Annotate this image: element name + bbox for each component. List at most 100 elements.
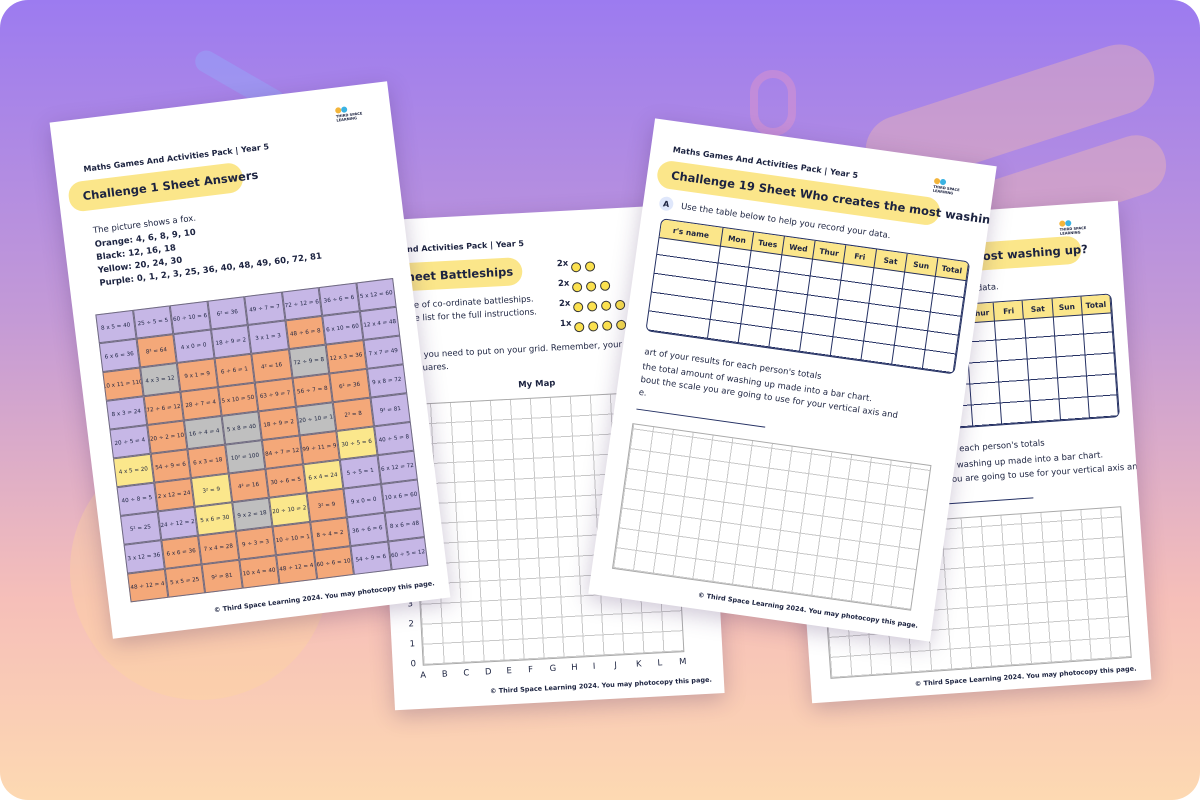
grid-cell: 5 x 12 = 60: [355, 277, 397, 312]
table-header: Mon: [720, 227, 755, 251]
grid-cell: 5 x 8 = 40: [221, 411, 262, 445]
grid-cell: 8 x 5 = 40: [95, 309, 137, 344]
grid-cell: 2 x 12 = 24: [153, 478, 195, 512]
table-rule: [796, 258, 814, 370]
grid-cell: 5 ÷ 5 = 1: [339, 455, 381, 489]
logo: THIRD SPACE LEARNING: [334, 105, 363, 123]
x-axis-label: K: [635, 659, 642, 670]
grid-cell: 63 ÷ 9 = 7: [254, 378, 296, 412]
grid-cell: 18 ÷ 9 = 2: [210, 325, 252, 359]
grid-cell: 2³ = 8: [332, 397, 374, 432]
x-axis-label: D: [484, 667, 492, 678]
grid-cell: 10² = 100: [224, 440, 266, 474]
grid-cell: 7 x 4 = 28: [198, 531, 239, 565]
grid-cell: 20 ÷ 2 = 10: [146, 420, 188, 454]
worksheet-page: THIRD SPACE LEARNING Maths Games And Acti…: [588, 118, 997, 642]
grid-cell: 60 ÷ 5 = 12: [387, 537, 429, 571]
x-axis-label: I: [592, 661, 596, 672]
table-header: Tues: [751, 232, 785, 255]
grid-cell: 6 x 3 = 18: [187, 444, 229, 479]
grid-cell: 25 ÷ 5 = 5: [132, 305, 174, 339]
answer-label: Black:: [95, 249, 127, 263]
y-axis-label: 0: [410, 659, 417, 670]
grid-cell: 54 ÷ 9 = 6: [350, 541, 392, 575]
x-axis-label: B: [441, 669, 448, 680]
grid-cell: 4² = 16: [251, 349, 293, 383]
grid-cell: 7 x 7 = 49: [362, 335, 404, 369]
data-table: r's name Mon Tues Wed Thur Fri Sat Sun Total: [645, 218, 971, 375]
table-rule: [827, 262, 844, 374]
grid-cell: 9 ÷ 3 = 3: [235, 526, 276, 560]
y-axis-label: 2: [408, 619, 415, 630]
table-rule: [857, 267, 875, 375]
answer-line: [636, 408, 766, 428]
decoration: [750, 70, 796, 136]
grid-cell: 6 ÷ 6 = 1: [214, 353, 255, 388]
grid-cell: 3² = 9: [190, 473, 232, 507]
table-rule: [1052, 316, 1062, 430]
grid-cell: 10 ÷ 10 = 1: [272, 521, 314, 556]
grid-cell: 12 x 3 = 36: [325, 340, 367, 374]
grid-cell: 30 ÷ 6 = 5: [265, 464, 307, 498]
table-header: Sun: [1052, 296, 1083, 317]
answer-line: [948, 497, 1034, 505]
grid-cell: 56 ÷ 7 = 8: [292, 373, 333, 407]
table-rule: [704, 245, 721, 357]
grid-cell: 9 x 1 = 9: [176, 358, 218, 392]
grid-cell: 8 x 3 = 24: [105, 396, 147, 430]
chart-grid: [611, 423, 932, 611]
grid-cell: 8 ÷ 4 = 2: [309, 517, 351, 551]
grid-cell: 6 x 6 = 36: [160, 535, 202, 569]
answer-value: 4, 6, 8, 9, 10: [135, 227, 197, 245]
grid-cell: 20 ÷ 10 = 2: [268, 493, 310, 527]
table-rule: [735, 249, 752, 361]
x-axis-label: J: [614, 660, 618, 671]
x-axis-label: G: [549, 663, 557, 675]
grid-cell: 60 ÷ 6 = 10: [313, 546, 354, 580]
grid-cell: 16 ÷ 4 = 4: [183, 415, 225, 450]
table-header: Sun: [905, 253, 939, 276]
grid-cell: 24 ÷ 12 = 2: [157, 506, 199, 541]
grid-cell: 30 ÷ 5 = 6: [336, 426, 378, 460]
grid-cell: 12 x 4 = 48: [359, 306, 401, 341]
logo: THIRD SPACE LEARNING: [1059, 219, 1087, 236]
table-rule: [1110, 312, 1120, 430]
grid-cell: 5 x 10 = 50: [217, 382, 259, 416]
table-header: Total: [1081, 294, 1112, 315]
instruction: for each person's totals: [944, 438, 1046, 456]
grid-cell: 9 x 8 = 72: [366, 364, 408, 398]
x-axis-label: H: [571, 662, 578, 674]
grid-cell: 10 x 11 = 110: [102, 367, 144, 401]
grid-cell: 6 x 10 = 60: [322, 311, 363, 345]
grid-cell: 3 x 12 = 36: [123, 540, 165, 574]
x-axis-label: L: [657, 658, 663, 669]
grid-cell: 5 x 5 = 25: [164, 564, 206, 598]
logo-text: LEARNING: [1059, 230, 1081, 236]
grid-cell: 28 ÷ 7 = 4: [180, 387, 222, 421]
grid-cell: 40 ÷ 8 = 5: [116, 482, 158, 517]
logo: THIRD SPACE LEARNING: [932, 177, 960, 197]
grid-cell: 48 ÷ 6 = 8: [284, 315, 326, 350]
answer-label: Orange:: [94, 235, 134, 251]
grid-cell: 6 x 12 = 72: [377, 450, 418, 485]
grid-cell: 3 x 1 = 3: [247, 320, 289, 354]
grid-cell: 5² = 25: [120, 511, 161, 545]
answer-label: Purple:: [98, 274, 135, 289]
grid-cell: 40 ÷ 5 = 8: [373, 421, 415, 456]
table-header: Fri: [843, 245, 877, 268]
table-header: Wed: [782, 236, 816, 259]
grid-cell: 72 ÷ 9 = 8: [288, 344, 330, 379]
grid-cell: 4 x 0 = 0: [173, 329, 215, 363]
grid-cell: 4 x 3 = 12: [139, 362, 181, 397]
grid-cell: 120 ÷ 10 = 12: [295, 402, 337, 436]
grid-cell: 6 x 4 = 24: [302, 459, 344, 494]
table-header: Thur: [813, 240, 847, 263]
grid-cell: 4² = 16: [228, 468, 269, 503]
x-axis-label: M: [678, 656, 687, 668]
table-rule: [765, 254, 783, 366]
y-axis-label: 1: [409, 639, 416, 650]
grid-cell: 4 x 5 = 20: [112, 453, 154, 488]
table-rule: [919, 275, 936, 375]
grid-cell: 10 x 4 = 40: [238, 555, 280, 589]
